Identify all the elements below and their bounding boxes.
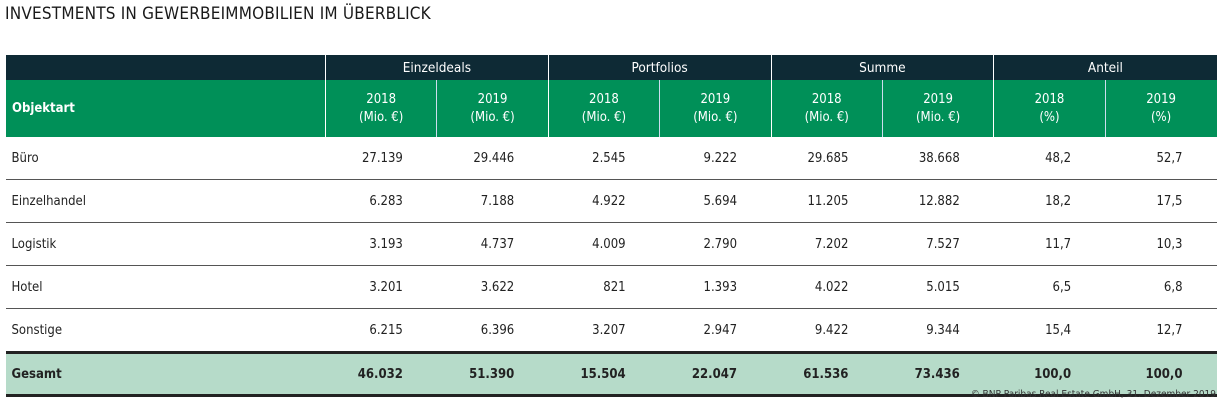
column-unit: (%) xyxy=(1039,109,1060,125)
column-unit: (%) xyxy=(1150,109,1172,125)
column-header: 2019 (Mio. €) xyxy=(881,80,994,137)
cell-value: 4.737 xyxy=(436,222,549,266)
cell-value: 3.193 xyxy=(325,222,437,266)
cell-value: 6.215 xyxy=(325,308,437,354)
table-row: Logistik 3.193 4.737 4.009 2.790 7.202 7.527 11… xyxy=(5,222,1217,266)
row-label: Logistik xyxy=(5,222,326,266)
cell-value: 12,7 xyxy=(1105,308,1217,354)
column-year: 2019 xyxy=(1146,91,1176,107)
cell-value: 2.545 xyxy=(548,137,660,180)
cell-value: 4.009 xyxy=(548,222,660,266)
column-header: 2019 (Mio. €) xyxy=(436,80,549,137)
cell-value: 17,5 xyxy=(1105,179,1217,223)
cell-value: 5.694 xyxy=(659,179,772,223)
cell-value: 7.202 xyxy=(771,222,883,266)
cell-value: 9.422 xyxy=(771,308,883,354)
page-title: INVESTMENTS IN GEWERBEIMMOBILIEN IM ÜBER… xyxy=(5,4,431,24)
cell-value: 38.668 xyxy=(882,137,994,180)
column-unit: (Mio. €) xyxy=(470,109,515,125)
cell-value: 29.685 xyxy=(771,137,883,180)
table-row: Hotel 3.201 3.622 821 1.393 4.022 5.015 6,5 6,8 xyxy=(5,265,1217,309)
column-year: 2019 xyxy=(477,91,508,107)
column-year: 2018 xyxy=(366,91,397,107)
column-unit: (Mio. €) xyxy=(581,109,627,125)
column-year: 2019 xyxy=(923,91,953,107)
cell-value: 15,4 xyxy=(993,308,1106,354)
cell-value: 5.015 xyxy=(882,265,994,309)
cell-value: 46.032 xyxy=(325,352,437,397)
cell-value: 51.390 xyxy=(436,352,549,397)
cell-value: 4.922 xyxy=(548,179,660,223)
group-header: Anteil xyxy=(993,55,1217,80)
total-row: Gesamt 46.032 51.390 15.504 22.047 61.536 73.4… xyxy=(5,352,1217,397)
column-year: 2018 xyxy=(589,91,619,107)
column-header: 2018 (%) xyxy=(993,80,1106,137)
cell-value: 6,5 xyxy=(993,265,1106,309)
column-header: 2018 (Mio. €) xyxy=(770,80,883,137)
column-unit: (Mio. €) xyxy=(693,109,738,125)
cell-value: 9.222 xyxy=(659,137,772,180)
group-header: Summe xyxy=(770,55,994,80)
cell-value: 100,0 xyxy=(993,352,1106,397)
column-year: 2019 xyxy=(700,91,731,107)
group-header-row: Einzeldeals Portfolios Summe Anteil xyxy=(5,55,1217,80)
sub-header-row: Objektart 2018 (Mio. €) 2019 (Mio. €) 2018 (M… xyxy=(5,80,1217,137)
cell-value: 18,2 xyxy=(993,179,1106,223)
cell-value: 52,7 xyxy=(1105,137,1217,180)
cell-value: 29.446 xyxy=(436,137,549,180)
row-label: Sonstige xyxy=(5,308,326,354)
cell-value: 61.536 xyxy=(771,352,883,397)
cell-value: 48,2 xyxy=(993,137,1106,180)
cell-value: 2.947 xyxy=(659,308,772,354)
group-header: Portfolios xyxy=(547,55,772,80)
column-header: 2018 (Mio. €) xyxy=(547,80,660,137)
table-row: Sonstige 6.215 6.396 3.207 2.947 9.422 9.344 15… xyxy=(5,308,1217,354)
group-header-empty xyxy=(5,55,326,80)
column-year: 2018 xyxy=(811,91,842,107)
row-header: Objektart xyxy=(5,80,326,137)
cell-value: 3.207 xyxy=(548,308,660,354)
group-header: Einzeldeals xyxy=(325,55,549,80)
cell-value: 3.201 xyxy=(325,265,437,309)
cell-value: 6.283 xyxy=(325,179,437,223)
column-header: 2018 (Mio. €) xyxy=(324,80,437,137)
row-label: Büro xyxy=(5,137,326,180)
cell-value: 4.022 xyxy=(771,265,883,309)
cell-value: 73.436 xyxy=(882,352,994,397)
cell-value: 11,7 xyxy=(993,222,1106,266)
cell-value: 100,0 xyxy=(1105,352,1217,397)
table-row: Büro 27.139 29.446 2.545 9.222 29.685 38.668 48… xyxy=(5,137,1217,180)
row-label: Gesamt xyxy=(5,352,326,397)
copyright-footer: © BNP Paribas Real Estate GmbH, 31. Deze… xyxy=(970,389,1216,400)
column-unit: (Mio. €) xyxy=(804,109,849,125)
row-label: Einzelhandel xyxy=(5,179,326,223)
cell-value: 11.205 xyxy=(771,179,883,223)
column-header: 2019 (%) xyxy=(1104,80,1217,137)
cell-value: 3.622 xyxy=(436,265,549,309)
cell-value: 7.188 xyxy=(436,179,549,223)
cell-value: 821 xyxy=(548,265,660,309)
column-header: 2019 (Mio. €) xyxy=(659,80,772,137)
column-year: 2018 xyxy=(1034,91,1065,107)
row-label: Hotel xyxy=(5,265,326,309)
cell-value: 7.527 xyxy=(882,222,994,266)
cell-value: 12.882 xyxy=(882,179,994,223)
column-unit: (Mio. €) xyxy=(915,109,961,125)
investments-table: Einzeldeals Portfolios Summe Anteil Obje… xyxy=(5,55,1217,397)
cell-value: 6.396 xyxy=(436,308,549,354)
cell-value: 6,8 xyxy=(1105,265,1217,309)
cell-value: 15.504 xyxy=(548,352,660,397)
cell-value: 1.393 xyxy=(659,265,772,309)
column-unit: (Mio. €) xyxy=(359,109,404,125)
table-row: Einzelhandel 6.283 7.188 4.922 5.694 11.205 12… xyxy=(5,179,1217,223)
cell-value: 9.344 xyxy=(882,308,994,354)
cell-value: 27.139 xyxy=(325,137,437,180)
cell-value: 2.790 xyxy=(659,222,772,266)
cell-value: 10,3 xyxy=(1105,222,1217,266)
cell-value: 22.047 xyxy=(659,352,772,397)
